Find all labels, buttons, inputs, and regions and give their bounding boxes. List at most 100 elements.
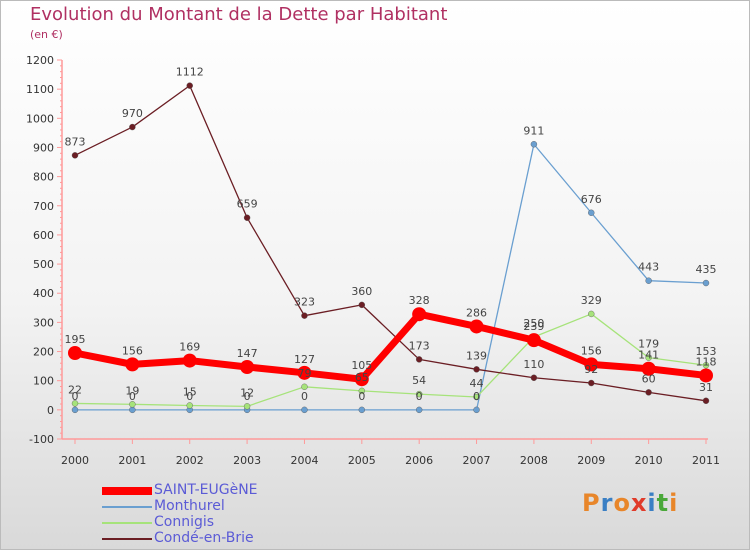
data-point <box>182 353 197 368</box>
data-label: 0 <box>244 390 251 403</box>
data-label: 127 <box>294 353 315 366</box>
data-point <box>301 383 308 391</box>
y-tick-label: 100 <box>33 375 54 388</box>
data-label: 153 <box>696 345 717 358</box>
data-point <box>415 406 423 414</box>
x-tick-label: 2005 <box>348 454 376 467</box>
data-label: 54 <box>412 374 426 387</box>
series-line-connigis <box>74 313 707 407</box>
data-point <box>588 310 595 318</box>
data-point <box>473 366 480 373</box>
data-point <box>354 372 369 387</box>
logo-letter: o <box>613 489 631 517</box>
data-label: 435 <box>696 263 717 276</box>
data-label: 0 <box>129 390 136 403</box>
x-tick-label: 2007 <box>463 454 491 467</box>
y-tick-label: 1200 <box>26 54 54 67</box>
data-label: 286 <box>466 306 487 319</box>
proxiti-logo: Proxiti <box>582 489 678 517</box>
series-line-cond-en-brie <box>74 85 707 402</box>
data-point <box>243 403 251 410</box>
data-label: 141 <box>638 349 659 362</box>
logo-letter: r <box>600 489 614 517</box>
data-label: 195 <box>65 333 86 346</box>
data-point <box>469 319 484 334</box>
chart-plot: -100010020030040050060070080090010001100… <box>26 54 720 467</box>
data-label: 105 <box>351 359 372 372</box>
data-point <box>699 368 713 383</box>
x-tick-label: 2002 <box>176 454 204 467</box>
data-point <box>412 307 427 322</box>
y-tick-label: 700 <box>33 200 54 213</box>
data-label: 79 <box>297 367 311 380</box>
logo-letter: i <box>669 489 679 517</box>
data-point <box>68 345 82 360</box>
legend-swatch <box>102 506 152 508</box>
data-label: 0 <box>358 390 365 403</box>
data-label: 360 <box>351 285 372 298</box>
data-label: 676 <box>581 193 602 206</box>
chart-subtitle: (en €) <box>30 28 63 41</box>
data-label: 0 <box>416 390 423 403</box>
legend-item: Monthurel <box>102 498 282 515</box>
data-label: 31 <box>699 381 713 394</box>
data-label: 328 <box>409 294 430 307</box>
data-label: 323 <box>294 296 315 309</box>
data-point <box>358 301 366 309</box>
data-point <box>645 389 652 396</box>
y-tick-label: 300 <box>33 316 54 329</box>
data-point <box>588 379 595 387</box>
data-label: 239 <box>523 320 544 333</box>
data-point <box>588 209 595 216</box>
x-tick-label: 2003 <box>233 454 261 467</box>
data-label: 659 <box>237 198 258 211</box>
data-label: 173 <box>409 339 430 352</box>
data-label: 443 <box>638 261 659 274</box>
data-label: 139 <box>466 349 487 362</box>
data-label: 873 <box>65 135 86 148</box>
data-point <box>641 361 656 376</box>
data-point <box>584 357 599 372</box>
data-point <box>645 277 652 284</box>
series-line-saint-eug-ne <box>71 310 710 383</box>
data-point <box>358 406 366 414</box>
x-tick-label: 2000 <box>61 454 89 467</box>
legend-swatch <box>102 522 152 524</box>
logo-letter: t <box>656 489 670 517</box>
data-label: 65 <box>355 371 369 384</box>
data-point <box>129 406 136 414</box>
y-tick-label: 1000 <box>26 112 54 125</box>
legend-label: SAINT-EUGèNE <box>154 482 258 498</box>
data-label: 19 <box>125 384 139 397</box>
data-label: 22 <box>68 383 82 396</box>
x-tick-label: 2009 <box>577 454 605 467</box>
data-point <box>129 123 136 131</box>
data-point <box>301 406 308 414</box>
x-tick-label: 2011 <box>692 454 720 467</box>
data-label: 0 <box>473 390 480 403</box>
data-point <box>526 333 541 348</box>
x-tick-label: 2004 <box>290 454 318 467</box>
data-point <box>186 82 193 89</box>
data-label: 147 <box>237 347 258 360</box>
data-point <box>297 365 312 380</box>
data-label: 110 <box>523 358 544 371</box>
legend-label: Condé-en-Brie <box>154 530 254 546</box>
y-tick-label: 400 <box>33 287 54 300</box>
data-label: 179 <box>638 338 659 351</box>
y-tick-label: -100 <box>29 433 54 446</box>
y-tick-label: 800 <box>33 171 54 184</box>
y-tick-label: 500 <box>33 258 54 271</box>
series-line-monthurel <box>74 143 707 411</box>
y-tick-label: 1100 <box>26 83 54 96</box>
data-label: 44 <box>470 377 484 390</box>
data-point <box>71 152 79 159</box>
data-point <box>530 141 538 148</box>
legend-item: Condé-en-Brie <box>102 530 282 547</box>
data-point <box>702 279 710 287</box>
data-label: 118 <box>696 355 717 368</box>
data-label: 329 <box>581 294 602 307</box>
data-point <box>702 397 710 405</box>
data-point <box>71 400 79 407</box>
